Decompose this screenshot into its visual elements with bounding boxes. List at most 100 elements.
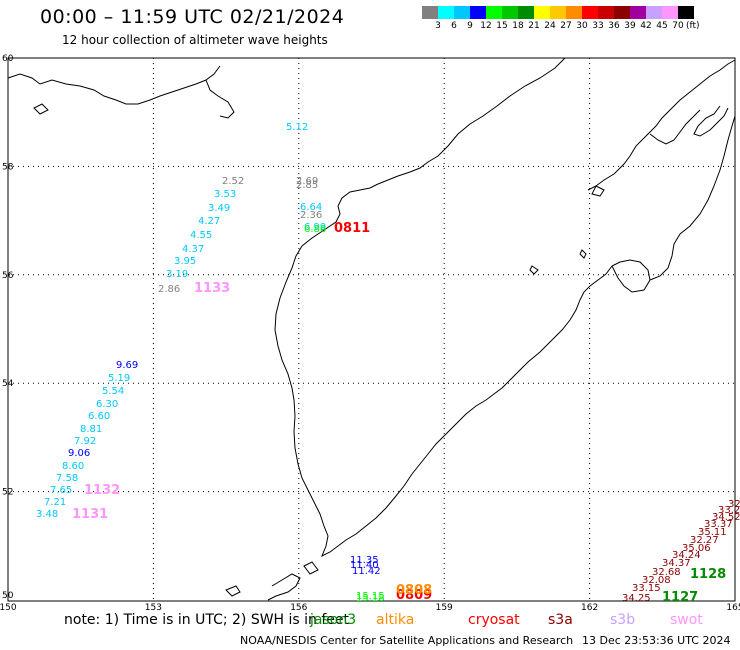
wave-height-label: 34.25: [622, 593, 651, 604]
wave-height-label: 32.27: [690, 535, 719, 546]
kamchatka-coast: [274, 57, 613, 558]
wave-height-label: 7.58: [56, 473, 78, 484]
lat-tick-label: 60: [2, 54, 14, 64]
wave-height-label: 11.42: [352, 566, 381, 577]
wave-height-label: 2.36: [300, 210, 322, 221]
wave-height-label: 15.15: [356, 591, 385, 602]
pass-id-label: 0808: [396, 583, 432, 598]
satellite-legend-s3a: s3a: [548, 612, 573, 628]
lon-tick-label: 153: [145, 603, 162, 613]
colorbar-cell: [454, 6, 470, 19]
satellite-legend-jason3: jason3: [310, 612, 357, 628]
pass-id-label: 1127: [662, 590, 698, 605]
lon-tick-label: 159: [436, 603, 453, 613]
wave-height-label: 6.30: [96, 399, 118, 410]
colorbar-label: 39: [624, 21, 636, 31]
kuril-island-1: [225, 585, 241, 597]
northeast-coast: [587, 59, 736, 191]
credit-line: NOAA/NESDIS Center for Satellite Applica…: [240, 634, 574, 647]
lat-tick-label: 58: [2, 162, 14, 172]
colorbar-cell: [566, 6, 582, 19]
wave-height-label: 2.85: [296, 180, 318, 191]
colorbar-label: 24: [544, 21, 556, 31]
wave-height-label: 6.60: [88, 411, 110, 422]
lon-tick-label: 165: [726, 603, 740, 613]
lat-tick-label: 54: [2, 379, 14, 389]
colorbar-cell: [614, 6, 630, 19]
wave-height-label: 35.06: [682, 543, 711, 554]
wave-height-label: 6.99: [304, 222, 326, 233]
coastline: [7, 57, 736, 601]
lat-tick-label: 50: [2, 591, 14, 601]
pass-id-label: 0811: [334, 221, 370, 236]
satellite-legend-s3b: s3b: [610, 612, 636, 628]
colorbar-label: 21: [528, 21, 540, 31]
colorbar-cell: [534, 6, 550, 19]
wave-height-label: 32.08: [642, 575, 671, 586]
wave-height-label: 33.15: [632, 583, 661, 594]
wave-height-label: 4.37: [182, 244, 204, 255]
wave-height-label: 7.65: [50, 485, 72, 496]
colorbar-cell: [550, 6, 566, 19]
wave-height-label: 34.24: [672, 550, 701, 561]
colorbar-cell: [518, 6, 534, 19]
colorbar-label: 30: [576, 21, 588, 31]
lon-tick-label: 150: [0, 603, 17, 613]
lat-tick-label: 56: [2, 271, 14, 281]
colorbar-cell: [486, 6, 502, 19]
colorbar-label: 45: [656, 21, 668, 31]
colorbar-cell: [646, 6, 662, 19]
colorbar-label: 18: [512, 21, 524, 31]
colorbar-cell: [598, 6, 614, 19]
wave-height-label: 5.12: [286, 122, 308, 133]
map-frame: [7, 57, 736, 602]
colorbar-cell: [422, 6, 438, 19]
wave-height-label: 8.60: [62, 461, 84, 472]
colorbar-label: 33: [592, 21, 604, 31]
pass-id-label: 0809: [396, 588, 432, 603]
colorbar-cell: [438, 6, 454, 19]
wave-height-label: 3.19: [166, 269, 188, 280]
small-island-3: [529, 265, 539, 275]
colorbar-cell: [678, 6, 694, 19]
wave-height-label: 6.86: [304, 224, 326, 235]
karaginsky-island: [693, 105, 729, 137]
wave-height-label: 9.69: [116, 360, 138, 371]
pass-id-label: 1133: [194, 281, 230, 296]
colorbar-label: 12: [480, 21, 492, 31]
wave-height-label: 33.2: [718, 505, 740, 516]
satellite-legend-swot: swot: [670, 612, 703, 628]
wave-height-label: 3.53: [214, 189, 236, 200]
colorbar-label: 27: [560, 21, 572, 31]
colorbar-cell: [502, 6, 518, 19]
wave-height-label: 35.11: [698, 527, 727, 538]
island-1: [33, 103, 49, 115]
east-kamchatka-coast: [649, 115, 736, 281]
colorbar-label: 42: [640, 21, 652, 31]
wave-height-label: 2.52: [222, 176, 244, 187]
colorbar-cell: [662, 6, 678, 19]
wave-height-label: 9.06: [68, 448, 90, 459]
koni-peninsula: [205, 79, 235, 119]
generated-timestamp: 13 Dec 23:53:36 UTC 2024: [582, 634, 731, 647]
colorbar-label: 15: [496, 21, 508, 31]
wave-height-label: 8.81: [80, 424, 102, 435]
footer-note: note: 1) Time is in UTC; 2) SWH is in fe…: [64, 612, 350, 628]
colorbar-label: 3: [435, 21, 441, 31]
wave-height-label: 15.18: [356, 593, 385, 604]
wave-height-label: 5.54: [102, 386, 124, 397]
shumshu-island: [303, 561, 319, 575]
lat-tick-label: 52: [2, 488, 13, 498]
colorbar-cell: [470, 6, 486, 19]
pass-id-label: 1132: [84, 483, 120, 498]
wave-height-label: 6.64: [300, 202, 322, 213]
kronotsky-bay: [611, 259, 651, 293]
graticule: 150 153 156 159 162 165 60 58 56 54 52 50: [0, 54, 740, 613]
small-island-2: [579, 249, 587, 259]
karaginsky-coast: [649, 109, 701, 145]
wave-height-label: 34.37: [662, 558, 691, 569]
wave-height-label: 4.27: [198, 216, 220, 227]
satellite-legend-altika: altika: [376, 612, 415, 628]
